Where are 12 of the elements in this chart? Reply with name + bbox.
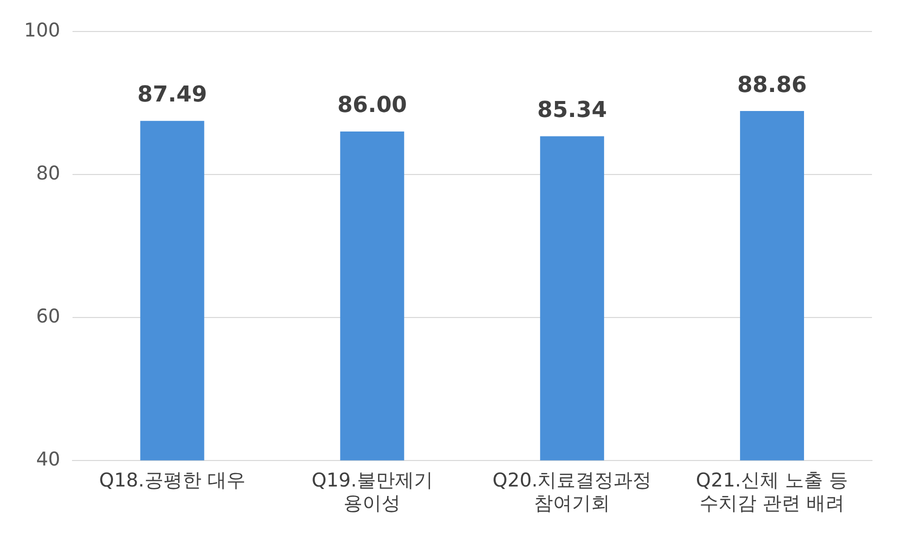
y-tick-label: 40: [36, 448, 60, 470]
x-tick-label: Q20.치료결정과정 참여기회: [492, 470, 652, 515]
x-tick-label: Q21.신체 노출 등 수치감 관련 배려: [696, 470, 848, 515]
data-label: 88.86: [737, 72, 807, 98]
x-tick-label: Q18.공평한 대우: [99, 470, 246, 492]
data-label: 85.34: [537, 98, 607, 123]
y-tick-label: 100: [24, 19, 60, 42]
x-tick-label: Q19.불만제기 용이성: [312, 470, 433, 515]
data-label: 87.49: [137, 82, 208, 108]
y-tick-label: 60: [36, 305, 60, 328]
y-tick-label: 80: [36, 162, 60, 184]
data-label: 86.00: [337, 93, 407, 118]
